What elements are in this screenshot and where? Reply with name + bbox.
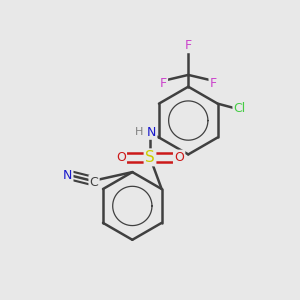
Text: N: N (63, 169, 72, 182)
Text: N: N (147, 125, 156, 139)
Text: S: S (145, 150, 155, 165)
Text: F: F (160, 77, 167, 90)
Text: H: H (135, 127, 143, 137)
Text: F: F (210, 77, 217, 90)
Text: O: O (174, 151, 184, 164)
Text: C: C (90, 176, 98, 189)
Text: F: F (185, 39, 192, 52)
Text: O: O (116, 151, 126, 164)
Text: Cl: Cl (234, 102, 246, 115)
